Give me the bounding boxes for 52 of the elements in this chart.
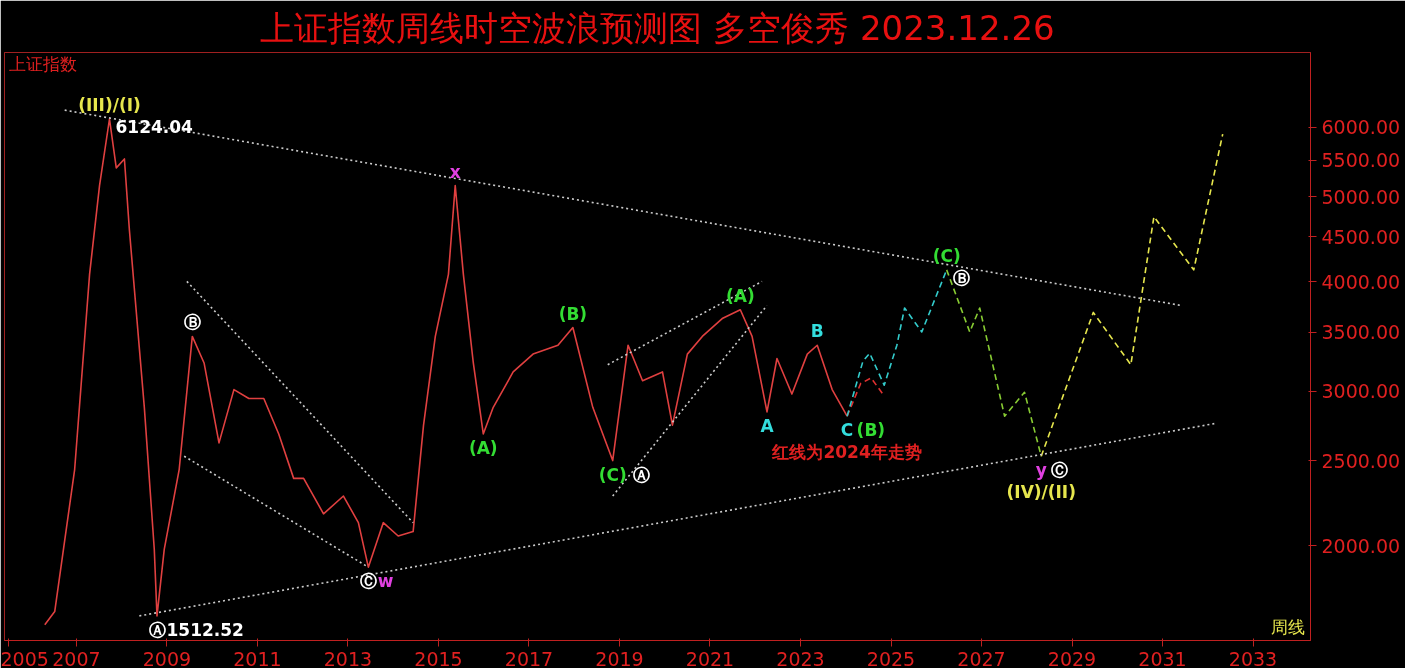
- x-tick-label: 2029: [1047, 647, 1097, 670]
- x-tick-label: 2009: [142, 647, 192, 670]
- annotation: Ⓒ: [1050, 460, 1068, 481]
- x-tick-label: 2011: [233, 647, 282, 670]
- x-tick-label: 2027: [957, 647, 1006, 670]
- x-tick-label: 2023: [776, 647, 825, 670]
- annotation: A: [760, 415, 775, 436]
- annotation: x: [449, 161, 461, 182]
- x-tick-label: 2033: [1228, 647, 1278, 670]
- annotation: (A): [468, 437, 498, 458]
- x-tick-label: 2021: [685, 647, 735, 670]
- y-tick-label: 4500.00: [1321, 225, 1401, 248]
- annotation: w: [377, 571, 394, 592]
- x-tick-label: 2025: [866, 647, 916, 670]
- annotation: 6124.04: [115, 117, 194, 138]
- annotation: (A): [725, 285, 755, 306]
- y-tick-label: 2000.00: [1321, 534, 1401, 557]
- annotation: Ⓒ: [359, 571, 377, 592]
- x-tick-label: 2013: [323, 647, 373, 670]
- annotation: y: [1035, 460, 1047, 481]
- annotation: Ⓐ: [633, 464, 651, 485]
- x-tick-label: 2005: [0, 647, 49, 670]
- x-tick-label: 2031: [1138, 647, 1187, 670]
- annotation: C: [840, 420, 854, 441]
- annotation: (IV)/(II): [1006, 482, 1076, 503]
- annotation: (B): [558, 303, 588, 324]
- annotation: Ⓑ: [183, 312, 201, 333]
- annotation: 周线: [1270, 616, 1305, 637]
- annotation: (B): [856, 420, 886, 441]
- line-series: [846, 377, 886, 417]
- y-tick-label: 3500.00: [1321, 321, 1401, 344]
- x-tick-label: 2019: [595, 647, 644, 670]
- annotation: Ⓑ: [952, 267, 970, 288]
- y-tick-label: 3000.00: [1321, 380, 1401, 403]
- annotation: 上证指数: [8, 54, 77, 74]
- annotation: Ⓐ: [148, 619, 166, 640]
- y-tick-label: 5000.00: [1321, 185, 1401, 208]
- annotation: 1512.52: [166, 620, 244, 641]
- annotation: (C): [598, 464, 627, 485]
- annotation: (III)/(I): [78, 95, 141, 115]
- annotation: B: [810, 321, 824, 342]
- y-tick-label: 5500.00: [1321, 149, 1401, 172]
- annotation: (C): [932, 245, 961, 266]
- annotation: 红线为2024年走势: [771, 442, 922, 463]
- y-tick-label: 6000.00: [1321, 116, 1401, 139]
- y-tick-label: 4000.00: [1321, 270, 1401, 293]
- line-series: [1040, 133, 1224, 457]
- chart-title: 上证指数周线时空波浪预测图 多空俊秀 2023.12.26: [260, 7, 1055, 48]
- x-tick-label: 2007: [52, 647, 101, 670]
- x-tick-label: 2015: [414, 647, 463, 670]
- x-tick-label: 2017: [504, 647, 554, 670]
- y-tick-label: 2500.00: [1321, 449, 1401, 472]
